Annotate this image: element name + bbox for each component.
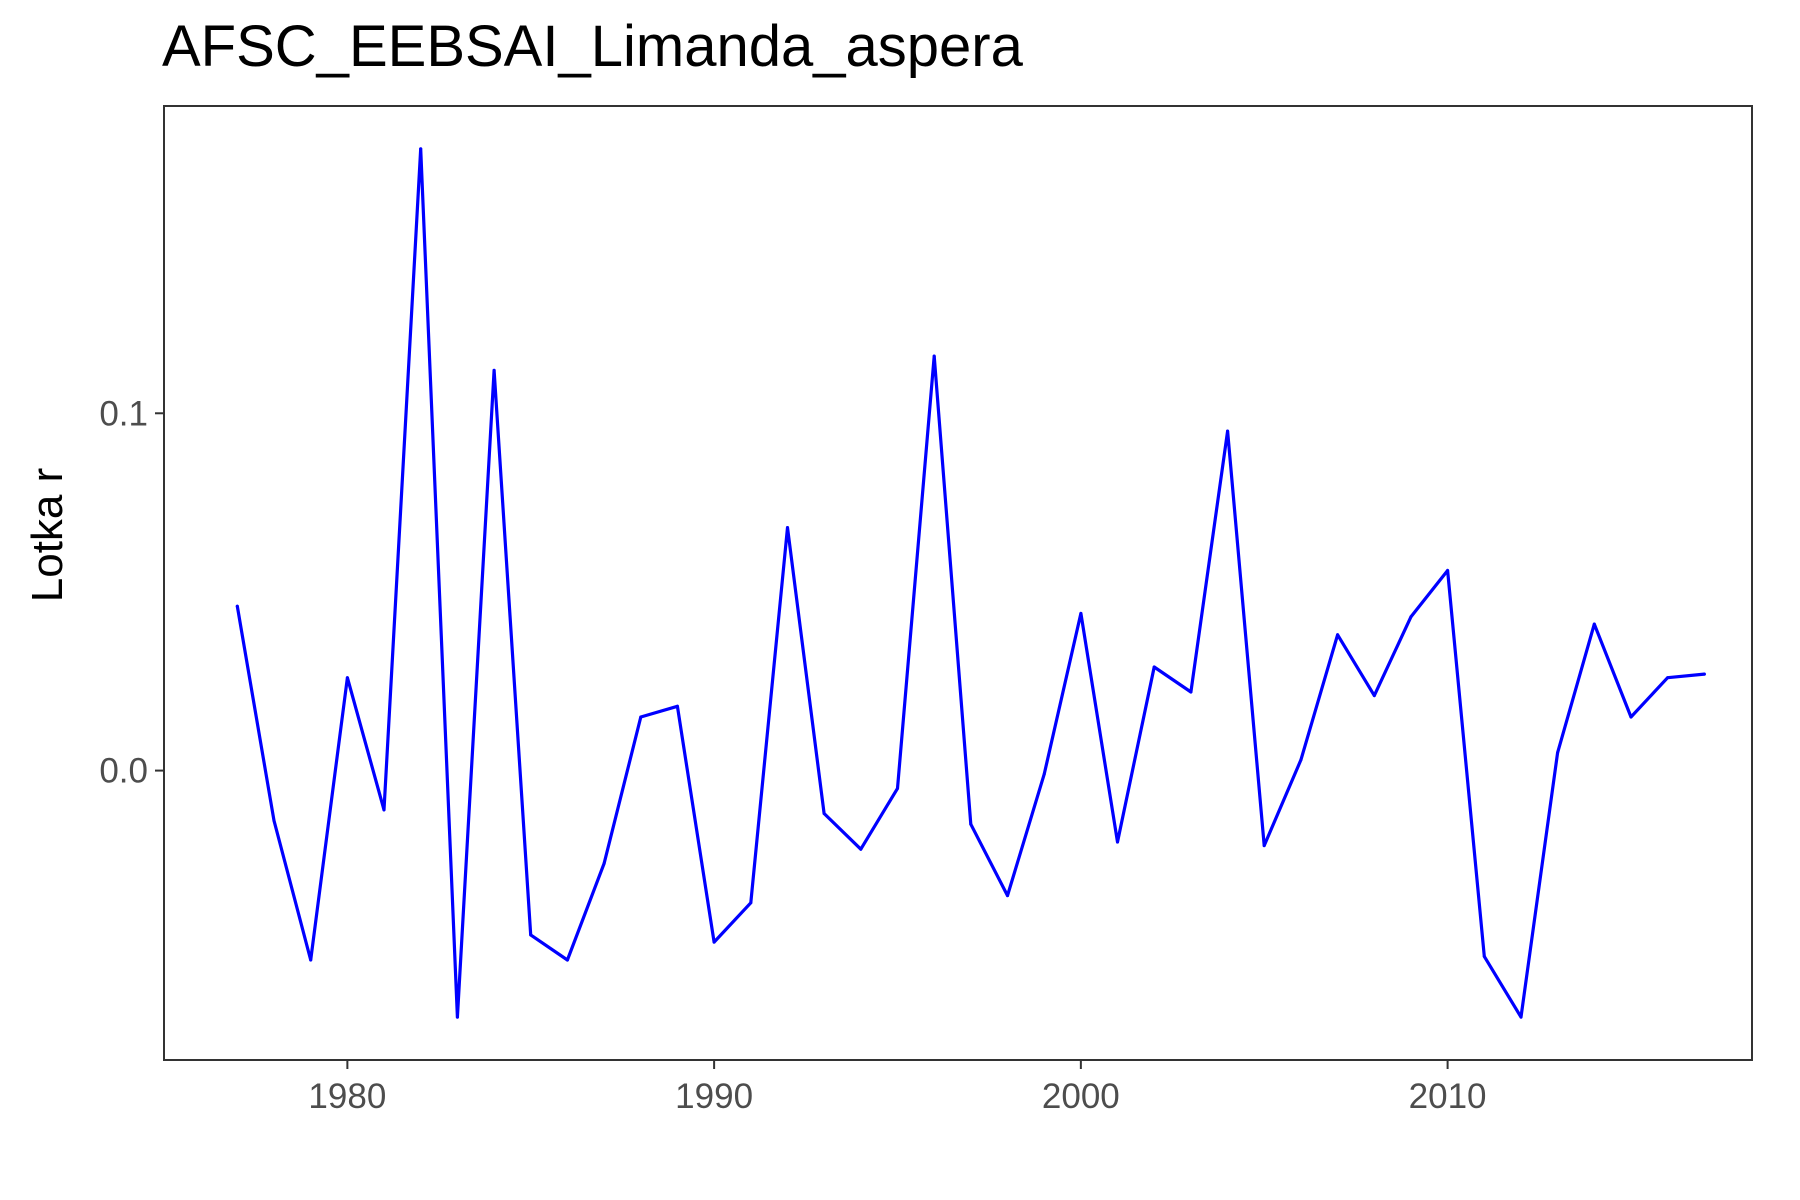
data-point: [786, 526, 789, 530]
data-point: [1702, 672, 1706, 676]
data-point: [749, 901, 753, 905]
data-point: [1152, 665, 1156, 669]
data-point: [309, 958, 313, 962]
data-point: [1262, 844, 1266, 848]
data-point: [492, 368, 496, 372]
plot-panel: [163, 105, 1753, 1061]
data-point: [1446, 569, 1450, 572]
y-tick-label: 0.0: [99, 752, 148, 791]
data-point: [1629, 715, 1633, 719]
data-point: [1372, 694, 1376, 698]
data-point: [639, 715, 643, 719]
x-tick-label: 1980: [308, 1077, 386, 1116]
data-point: [1556, 751, 1560, 755]
data-point: [272, 819, 276, 823]
chart-title: AFSC_EEBSAI_Limanda_aspera: [162, 14, 1024, 79]
x-tick-label: 2000: [1042, 1077, 1120, 1116]
data-point: [455, 1015, 459, 1019]
axes: 0.0 0.1 1980 1990 2000 2010: [99, 394, 1486, 1116]
data-point: [235, 604, 239, 608]
x-tick-label: 2010: [1409, 1077, 1487, 1116]
data-point: [896, 786, 899, 790]
data-point: [1519, 1015, 1523, 1019]
data-point: [969, 822, 973, 826]
data-point: [1079, 611, 1083, 615]
data-point: [602, 862, 606, 865]
y-axis-label: Lotka r: [23, 468, 72, 603]
data-point: [1409, 615, 1413, 619]
data-point: [1482, 954, 1486, 958]
data-point: [822, 812, 826, 815]
data-point: [1042, 772, 1046, 776]
data-point: [345, 676, 349, 680]
data-point: [1666, 676, 1670, 680]
data-point: [1336, 633, 1340, 637]
data-point: [529, 933, 533, 937]
data-point: [1299, 758, 1303, 762]
data-point: [565, 958, 569, 962]
data-point: [1006, 894, 1009, 898]
series-line: [235, 147, 1706, 1019]
y-tick-label: 0.1: [99, 394, 148, 433]
x-tick-label: 1990: [675, 1077, 753, 1116]
plot-border: [163, 105, 1753, 1061]
data-point: [932, 354, 936, 358]
data-point: [382, 808, 386, 812]
series-layer: [235, 147, 1706, 1019]
data-point: [675, 704, 679, 708]
data-point: [712, 940, 716, 944]
data-point: [1116, 840, 1119, 844]
data-point: [1592, 622, 1596, 626]
data-point: [1226, 429, 1230, 433]
data-point: [859, 847, 863, 851]
data-point: [1189, 690, 1193, 694]
data-point: [419, 147, 423, 151]
